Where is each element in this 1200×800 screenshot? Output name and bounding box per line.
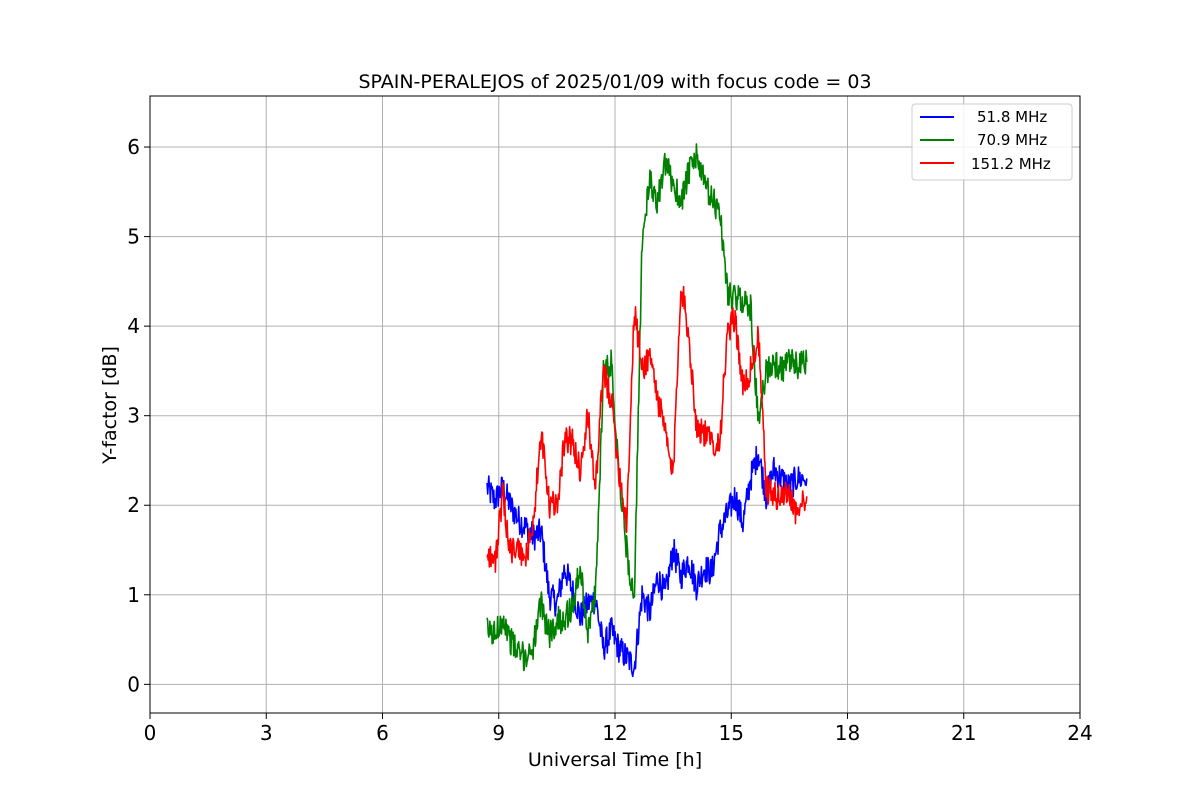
y-axis-label: Y-factor [dB] bbox=[99, 346, 121, 465]
legend-label-2: 70.9 MHz bbox=[977, 131, 1047, 149]
x-tick-label: 3 bbox=[260, 721, 273, 745]
y-tick-label: 4 bbox=[127, 314, 140, 338]
x-axis-label: Universal Time [h] bbox=[528, 749, 702, 771]
x-tick-label: 12 bbox=[602, 721, 627, 745]
y-tick-label: 3 bbox=[127, 404, 140, 428]
y-tick-label: 5 bbox=[127, 225, 140, 249]
y-tick-label: 0 bbox=[127, 672, 140, 696]
legend-label-3: 151.2 MHz bbox=[971, 155, 1051, 173]
x-axis-ticks: 0 3 6 9 12 15 18 21 24 bbox=[144, 713, 1093, 745]
legend-label-1: 51.8 MHz bbox=[977, 108, 1047, 126]
x-tick-label: 21 bbox=[951, 721, 976, 745]
chart-title: SPAIN-PERALEJOS of 2025/01/09 with focus… bbox=[358, 71, 871, 93]
y-axis-ticks: 0 1 2 3 4 5 6 bbox=[127, 135, 150, 696]
series-layer bbox=[486, 143, 808, 678]
x-tick-label: 6 bbox=[376, 721, 389, 745]
y-tick-label: 6 bbox=[127, 135, 140, 159]
series-line-2 bbox=[486, 143, 808, 672]
series-line-3 bbox=[486, 285, 808, 573]
y-tick-label: 2 bbox=[127, 493, 140, 517]
legend-box bbox=[911, 103, 1073, 181]
x-tick-label: 18 bbox=[835, 721, 860, 745]
y-tick-label: 1 bbox=[127, 583, 140, 607]
x-tick-label: 0 bbox=[144, 721, 157, 745]
x-tick-label: 24 bbox=[1067, 721, 1092, 745]
series-line-1 bbox=[486, 445, 808, 678]
x-tick-label: 15 bbox=[719, 721, 744, 745]
legend: 51.8 MHz 70.9 MHz 151.2 MHz bbox=[911, 103, 1073, 181]
x-tick-label: 9 bbox=[492, 721, 505, 745]
